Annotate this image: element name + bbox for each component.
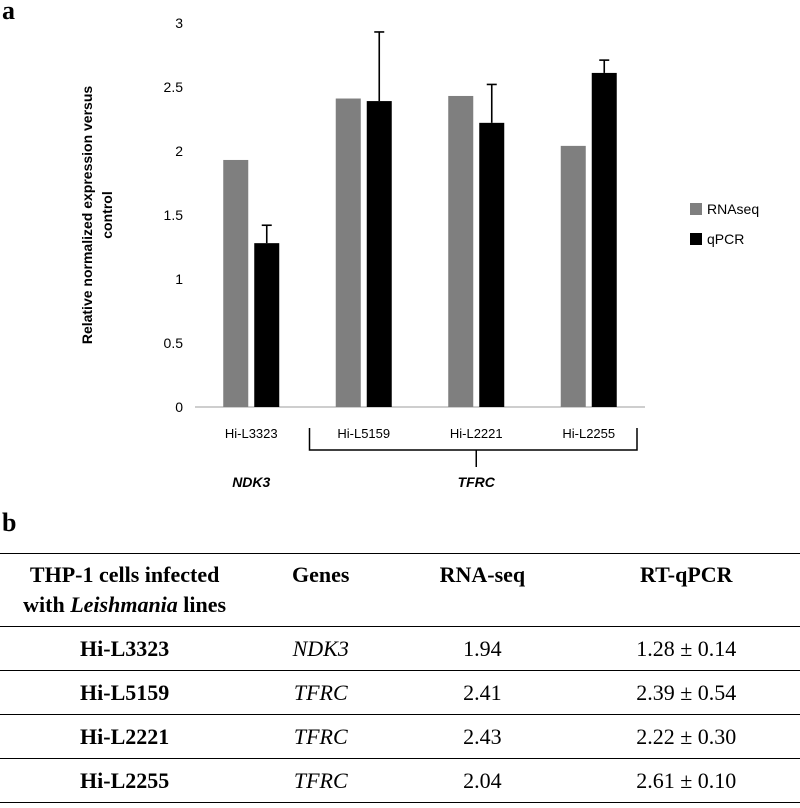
cell-line: Hi-L2221 bbox=[80, 723, 170, 749]
cell-rnaseq: 2.43 bbox=[463, 723, 502, 749]
cell-rnaseq: 1.94 bbox=[463, 635, 502, 661]
cell-rtqpcr: 1.28 ± 0.14 bbox=[636, 635, 737, 661]
legend-swatch-rnaseq bbox=[690, 203, 702, 215]
expression-table: THP-1 cells infected with Leishmania lin… bbox=[0, 553, 800, 803]
gene-label-tfrc: TFRC bbox=[458, 474, 496, 490]
cell-line: Hi-L2255 bbox=[80, 767, 170, 793]
table-header-row: THP-1 cells infected with Leishmania lin… bbox=[0, 553, 800, 627]
bar-rnaseq-hi-l5159 bbox=[335, 98, 361, 408]
panel-a-label: a bbox=[2, 0, 15, 25]
cell-rtqpcr: 2.22 ± 0.30 bbox=[636, 723, 737, 749]
header-lines-post: lines bbox=[177, 592, 227, 617]
y-tick-label: 3 bbox=[175, 15, 183, 31]
y-tick-label: 1.5 bbox=[164, 207, 184, 223]
category-label-hi-l2221: Hi-L2221 bbox=[450, 426, 503, 441]
bars bbox=[223, 72, 617, 408]
cell-rnaseq: 2.04 bbox=[463, 767, 502, 793]
table-row: Hi-L5159 TFRC 2.41 2.39 ± 0.54 bbox=[0, 671, 800, 715]
table-row: Hi-L3323 NDK3 1.94 1.28 ± 0.14 bbox=[0, 627, 800, 671]
header-cell-rnaseq: RNA-seq bbox=[439, 562, 526, 587]
y-tick-label: 0 bbox=[175, 399, 183, 415]
header-lines-pre: with bbox=[23, 592, 71, 617]
cell-gene: TFRC bbox=[293, 679, 348, 705]
y-axis-title-line-2: control bbox=[99, 191, 115, 238]
legend-label-rnaseq: RNAseq bbox=[707, 201, 759, 217]
header-lines-italic: Leishmania bbox=[70, 592, 178, 617]
y-tick-label: 2 bbox=[175, 143, 183, 159]
error-bars bbox=[261, 31, 610, 244]
bar-qpcr-hi-l2255 bbox=[591, 72, 617, 408]
cell-line: Hi-L3323 bbox=[80, 635, 170, 661]
category-label-hi-l3323: Hi-L3323 bbox=[225, 426, 278, 441]
header-cell-lines: THP-1 cells infected with Leishmania lin… bbox=[0, 554, 249, 627]
bar-rnaseq-hi-l2255 bbox=[560, 145, 586, 407]
bar-qpcr-hi-l5159 bbox=[366, 101, 392, 407]
panel-b-label: b bbox=[2, 508, 17, 537]
header-cell-rtqpcr: RT-qPCR bbox=[640, 562, 733, 587]
cell-rtqpcr: 2.39 ± 0.54 bbox=[636, 679, 737, 705]
header-lines-line1: THP-1 cells infected bbox=[29, 562, 220, 587]
legend-label-qpcr: qPCR bbox=[707, 231, 744, 247]
cell-gene: NDK3 bbox=[292, 635, 349, 661]
legend: RNAseq qPCR bbox=[690, 201, 759, 247]
category-label-hi-l2255: Hi-L2255 bbox=[562, 426, 615, 441]
gene-label-ndk3: NDK3 bbox=[232, 474, 270, 490]
table-row: Hi-L2221 TFRC 2.43 2.22 ± 0.30 bbox=[0, 715, 800, 759]
cell-rtqpcr: 2.61 ± 0.10 bbox=[636, 767, 737, 793]
cell-line: Hi-L5159 bbox=[80, 679, 170, 705]
expression-bar-chart: 00.511.522.53 Hi-L3323 Hi-L5159 Hi-L2221 Hi… bbox=[79, 15, 759, 490]
category-labels: Hi-L3323 Hi-L5159 Hi-L2221 Hi-L2255 bbox=[225, 426, 615, 441]
cell-gene: TFRC bbox=[293, 723, 348, 749]
bar-rnaseq-hi-l3323 bbox=[223, 159, 249, 407]
y-tick-label: 2.5 bbox=[164, 79, 184, 95]
y-tick-label: 0.5 bbox=[164, 335, 184, 351]
table-row: Hi-L2255 TFRC 2.04 2.61 ± 0.10 bbox=[0, 759, 800, 803]
bar-qpcr-hi-l3323 bbox=[254, 243, 280, 407]
cell-gene: TFRC bbox=[293, 767, 348, 793]
cell-rnaseq: 2.41 bbox=[463, 679, 502, 705]
gene-bracket-tfrc bbox=[308, 428, 638, 451]
header-cell-genes: Genes bbox=[292, 562, 350, 587]
bar-qpcr-hi-l2221 bbox=[479, 122, 505, 407]
gene-group-brackets: NDK3 TFRC bbox=[232, 428, 638, 490]
y-axis-title: Relative normalized expression versus con… bbox=[79, 86, 115, 345]
y-axis-title-line-1: Relative normalized expression versus bbox=[79, 86, 95, 345]
y-tick-label: 1 bbox=[175, 271, 183, 287]
legend-swatch-qpcr bbox=[690, 233, 702, 245]
bar-rnaseq-hi-l2221 bbox=[448, 95, 474, 408]
category-label-hi-l5159: Hi-L5159 bbox=[337, 426, 390, 441]
